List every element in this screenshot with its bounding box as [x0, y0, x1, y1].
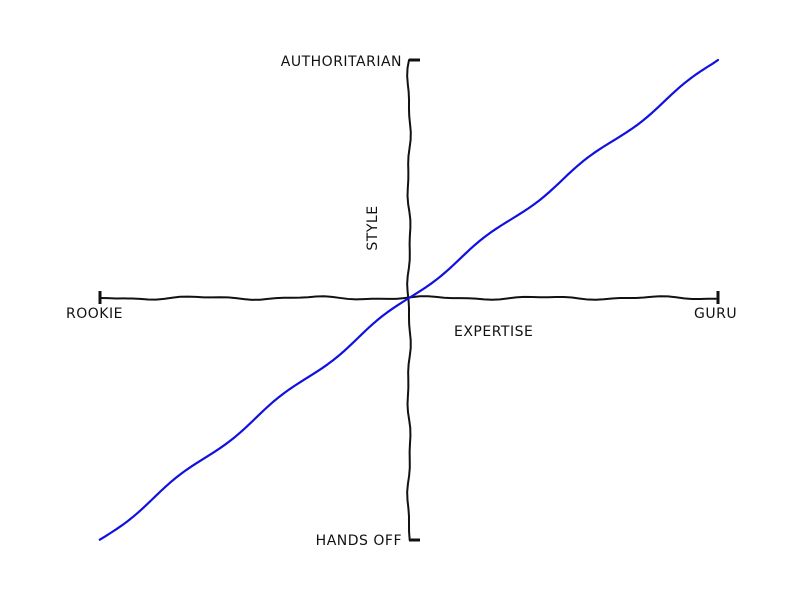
x-tick-label-max: GURU	[694, 306, 737, 322]
series-line-0	[98, 58, 720, 541]
y-axis-label: STYLE	[365, 205, 381, 250]
x-axis-label: EXPERTISE	[454, 324, 533, 340]
x-tick-label-min: ROOKIE	[66, 306, 123, 322]
series-group	[98, 58, 720, 541]
y-axis-line	[406, 59, 412, 541]
y-tick-label-max: AUTHORITARIAN	[281, 54, 402, 70]
y-tick-label-min: HANDS OFF	[316, 533, 402, 549]
